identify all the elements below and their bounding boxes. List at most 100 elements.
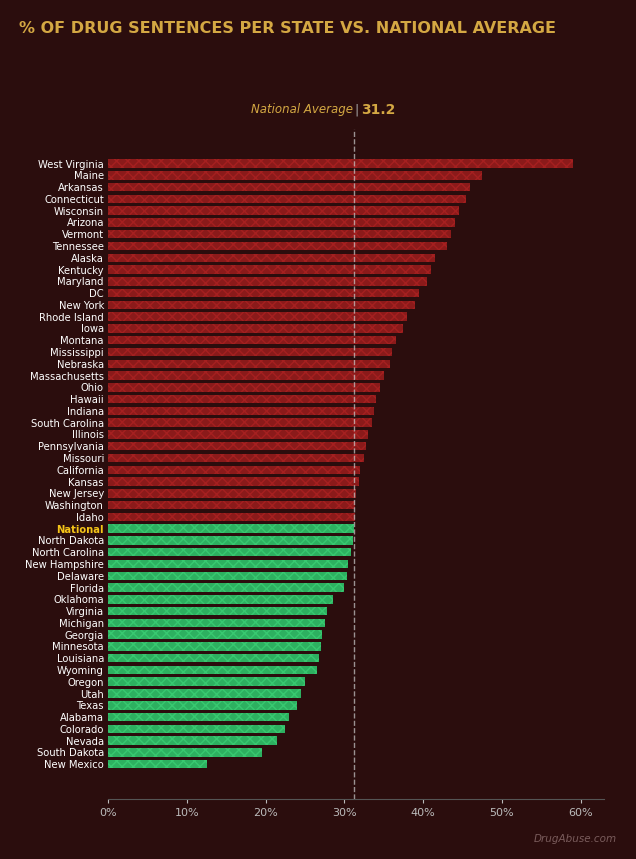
Bar bbox=[108, 631, 322, 639]
Bar bbox=[108, 489, 356, 497]
Bar bbox=[108, 301, 415, 309]
Bar bbox=[108, 536, 353, 545]
Bar bbox=[108, 406, 374, 415]
Bar bbox=[108, 606, 327, 615]
Bar bbox=[108, 748, 261, 757]
Bar bbox=[108, 336, 396, 344]
Bar bbox=[108, 501, 356, 509]
Bar bbox=[108, 218, 455, 227]
Bar bbox=[108, 571, 347, 580]
Bar bbox=[108, 265, 431, 274]
Text: |: | bbox=[355, 103, 359, 117]
Bar bbox=[108, 666, 317, 674]
Bar bbox=[108, 171, 482, 180]
Bar bbox=[108, 454, 364, 462]
Bar bbox=[108, 430, 368, 439]
Bar bbox=[108, 713, 289, 722]
Bar bbox=[108, 230, 451, 239]
Bar bbox=[108, 678, 305, 686]
Bar bbox=[108, 418, 372, 427]
Bar bbox=[108, 478, 359, 486]
Bar bbox=[108, 454, 364, 462]
Bar bbox=[108, 195, 466, 203]
Bar bbox=[108, 725, 286, 733]
Bar bbox=[108, 760, 207, 769]
Bar bbox=[108, 654, 319, 662]
Bar bbox=[108, 241, 446, 250]
Bar bbox=[108, 324, 403, 332]
Bar bbox=[108, 371, 384, 380]
Bar bbox=[108, 159, 572, 168]
Bar bbox=[108, 571, 347, 580]
Text: National Average: National Average bbox=[251, 103, 353, 117]
Bar bbox=[108, 289, 419, 297]
Bar bbox=[108, 324, 403, 332]
Bar bbox=[108, 478, 359, 486]
Text: % OF DRUG SENTENCES PER STATE VS. NATIONAL AVERAGE: % OF DRUG SENTENCES PER STATE VS. NATION… bbox=[19, 21, 556, 36]
Bar bbox=[108, 643, 321, 650]
Bar bbox=[108, 689, 301, 698]
Bar bbox=[108, 595, 333, 604]
Bar bbox=[108, 618, 324, 627]
Bar bbox=[108, 371, 384, 380]
Bar bbox=[108, 253, 435, 262]
Bar bbox=[108, 548, 350, 557]
Bar bbox=[108, 195, 466, 203]
Bar bbox=[108, 643, 321, 650]
Bar bbox=[108, 206, 459, 215]
Text: 31.2: 31.2 bbox=[361, 103, 396, 117]
Bar bbox=[108, 442, 366, 450]
Bar bbox=[108, 713, 289, 722]
Bar bbox=[108, 383, 380, 392]
Bar bbox=[108, 336, 396, 344]
Bar bbox=[108, 360, 390, 368]
Bar bbox=[108, 383, 380, 392]
Bar bbox=[108, 736, 277, 745]
Bar bbox=[108, 395, 376, 404]
Bar bbox=[108, 466, 360, 474]
Bar bbox=[108, 701, 297, 710]
Bar bbox=[108, 489, 356, 497]
Bar bbox=[108, 524, 354, 533]
Bar bbox=[108, 666, 317, 674]
Bar bbox=[108, 760, 207, 769]
Bar bbox=[108, 348, 392, 356]
Bar bbox=[108, 631, 322, 639]
Bar bbox=[108, 418, 372, 427]
Bar bbox=[108, 406, 374, 415]
Bar bbox=[108, 241, 446, 250]
Bar bbox=[108, 524, 354, 533]
Bar bbox=[108, 736, 277, 745]
Bar bbox=[108, 253, 435, 262]
Bar bbox=[108, 230, 451, 239]
Bar bbox=[108, 536, 353, 545]
Bar bbox=[108, 560, 349, 568]
Bar bbox=[108, 595, 333, 604]
Bar bbox=[108, 501, 356, 509]
Bar bbox=[108, 748, 261, 757]
Bar bbox=[108, 725, 286, 733]
Bar bbox=[108, 583, 344, 592]
Bar bbox=[108, 618, 324, 627]
Text: DrugAbuse.com: DrugAbuse.com bbox=[534, 833, 617, 844]
Bar bbox=[108, 313, 407, 321]
Bar bbox=[108, 654, 319, 662]
Bar bbox=[108, 360, 390, 368]
Bar bbox=[108, 606, 327, 615]
Bar bbox=[108, 395, 376, 404]
Bar bbox=[108, 171, 482, 180]
Bar bbox=[108, 513, 355, 521]
Bar bbox=[108, 560, 349, 568]
Bar bbox=[108, 548, 350, 557]
Bar bbox=[108, 289, 419, 297]
Bar bbox=[108, 301, 415, 309]
Bar bbox=[108, 701, 297, 710]
Bar bbox=[108, 218, 455, 227]
Bar bbox=[108, 430, 368, 439]
Bar bbox=[108, 265, 431, 274]
Bar bbox=[108, 442, 366, 450]
Bar bbox=[108, 348, 392, 356]
Bar bbox=[108, 583, 344, 592]
Bar bbox=[108, 183, 471, 192]
Bar bbox=[108, 689, 301, 698]
